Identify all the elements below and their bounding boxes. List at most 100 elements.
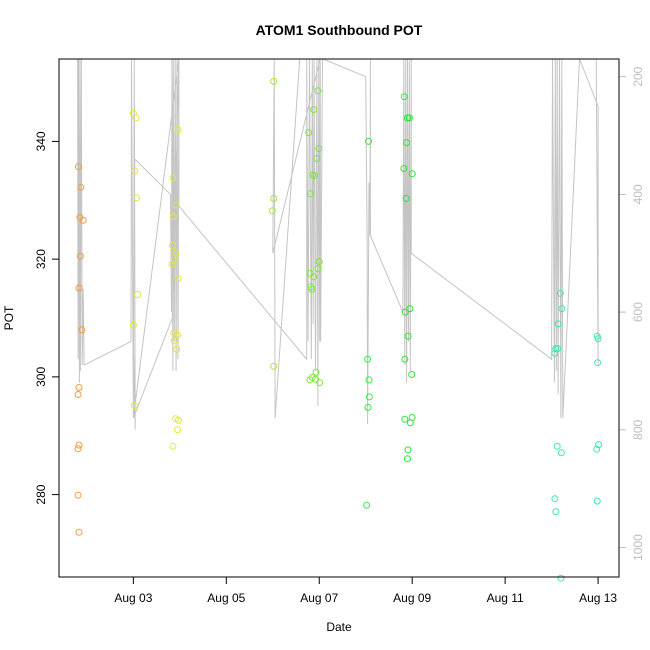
data-point: [400, 165, 408, 172]
data-point: [174, 275, 182, 283]
y2-tick-label: 400: [631, 184, 645, 204]
y2-tick-label: 1000: [631, 534, 645, 561]
data-point: [557, 449, 565, 457]
data-point: [74, 491, 82, 499]
pressure-trace-layer: [77, 58, 599, 430]
data-point: [311, 172, 319, 180]
data-point: [74, 391, 82, 398]
data-point: [365, 137, 372, 145]
data-point: [556, 289, 564, 297]
data-point: [312, 368, 320, 376]
data-point: [406, 419, 414, 427]
data-point: [75, 284, 83, 292]
x-tick-label: Aug 09: [393, 591, 431, 605]
x-axis-label: Date: [326, 620, 352, 634]
data-point: [74, 445, 82, 453]
data-point: [314, 265, 322, 273]
data-point: [169, 442, 177, 450]
data-point: [77, 183, 85, 191]
data-point: [401, 355, 409, 363]
x-tick-label: Aug 03: [114, 591, 152, 605]
x-tick-label: Aug 05: [207, 591, 245, 605]
data-point: [595, 441, 603, 449]
x-tick-label: Aug 07: [300, 591, 338, 605]
data-point: [130, 402, 138, 410]
data-point: [314, 87, 322, 95]
data-point: [365, 393, 373, 401]
data-point: [593, 497, 601, 505]
plot-frame: [58, 58, 620, 578]
data-points-layer: [74, 77, 603, 582]
data-point: [313, 155, 321, 162]
data-point: [173, 345, 181, 353]
data-point: [363, 501, 371, 509]
data-point: [174, 126, 182, 134]
data-point: [408, 170, 416, 178]
data-point: [551, 349, 559, 357]
data-point: [558, 305, 566, 313]
data-point: [404, 446, 412, 454]
data-point: [79, 216, 87, 224]
data-point: [78, 326, 86, 334]
data-point: [554, 320, 562, 328]
data-point: [170, 329, 178, 337]
data-point: [594, 359, 602, 367]
data-point: [364, 355, 372, 363]
data-point: [305, 129, 313, 137]
data-point: [408, 371, 416, 378]
data-point: [270, 362, 278, 370]
data-point: [75, 441, 83, 449]
y2-tick-label: 200: [631, 66, 645, 86]
y-tick-label: 340: [34, 131, 48, 151]
data-point: [170, 336, 178, 344]
data-point: [400, 93, 408, 101]
data-point: [403, 139, 411, 147]
data-point: [315, 145, 323, 152]
data-point: [404, 455, 411, 463]
data-point: [172, 201, 180, 209]
data-point: [365, 376, 373, 384]
axes-layer: Aug 03 Aug 05 Aug 07 Aug 09 Aug 11 Aug 13 280 3…: [34, 66, 645, 605]
y2-tick-label: 600: [631, 302, 645, 322]
data-point: [405, 114, 413, 122]
data-point: [315, 258, 323, 265]
data-point: [129, 321, 137, 329]
data-point: [552, 508, 560, 516]
data-point: [594, 335, 602, 343]
data-point: [310, 106, 318, 114]
y-tick-label: 320: [34, 249, 48, 269]
data-point: [312, 375, 319, 383]
data-point: [402, 195, 410, 202]
data-point: [551, 495, 559, 503]
data-point: [316, 379, 324, 387]
data-point: [401, 308, 409, 316]
data-point: [169, 213, 177, 221]
data-point: [404, 332, 412, 340]
y-axis-label: POT: [2, 305, 16, 330]
x-tick-label: Aug 11: [487, 591, 524, 605]
data-point: [134, 291, 141, 298]
data-point: [270, 77, 278, 85]
data-point: [406, 305, 414, 313]
data-point: [308, 285, 316, 293]
data-point: [268, 207, 276, 215]
data-point: [75, 384, 83, 391]
data-point: [364, 404, 372, 411]
data-point: [168, 260, 176, 268]
data-point: [306, 269, 314, 277]
data-point: [557, 574, 565, 582]
data-point: [174, 331, 181, 339]
data-point: [75, 163, 82, 171]
y2-tick-label: 800: [631, 420, 645, 440]
pressure-trace-line: [77, 58, 599, 430]
y-tick-label: 280: [34, 484, 48, 504]
data-point: [174, 416, 182, 424]
data-point: [270, 195, 278, 202]
data-point: [306, 190, 314, 198]
data-point: [76, 252, 84, 260]
data-point: [310, 273, 318, 281]
data-point: [133, 194, 141, 202]
x-tick-label: Aug 13: [579, 591, 617, 605]
data-point: [174, 426, 181, 434]
